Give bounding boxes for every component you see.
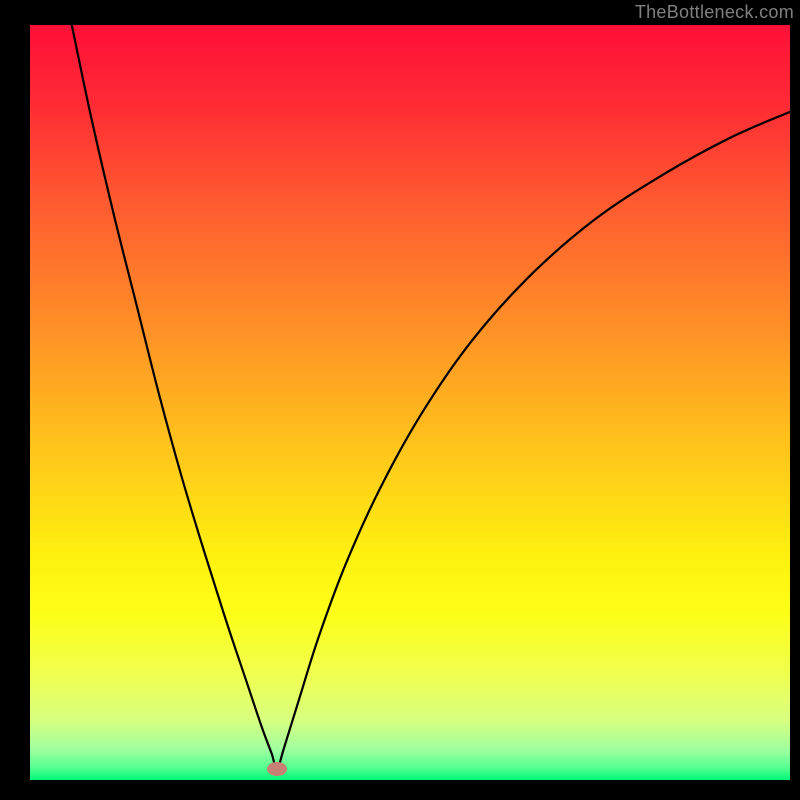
plot-area: [30, 25, 790, 780]
chart-container: TheBottleneck.com: [0, 0, 800, 800]
minimum-marker: [267, 762, 287, 776]
watermark-text: TheBottleneck.com: [635, 2, 794, 23]
bottleneck-curve: [30, 25, 790, 780]
